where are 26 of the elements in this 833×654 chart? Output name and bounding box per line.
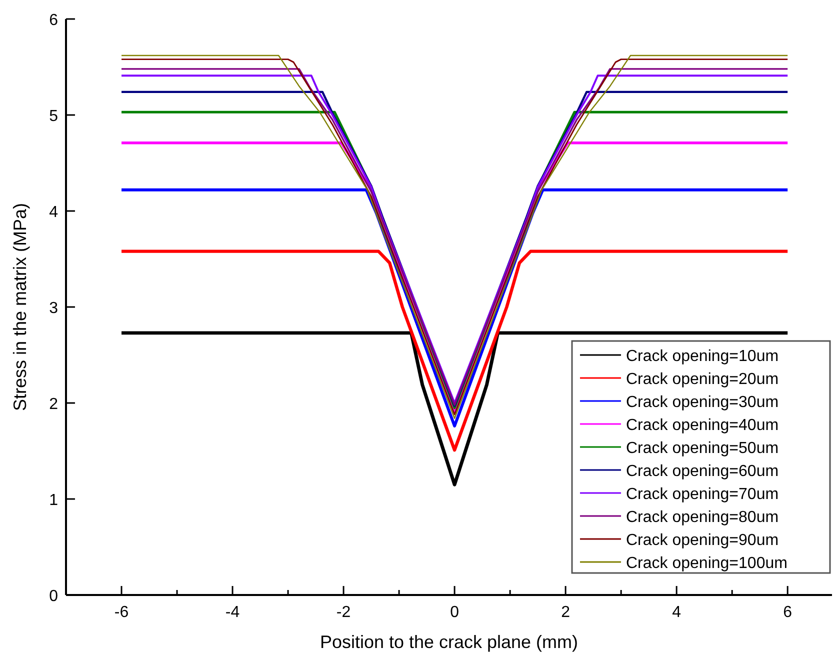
x-axis-title: Position to the crack plane (mm) [320,632,578,652]
legend-label: Crack opening=70um [626,486,779,503]
y-axis-title: Stress in the matrix (MPa) [10,202,30,412]
x-tick-label: -4 [225,604,240,621]
legend-label: Crack opening=40um [626,417,779,434]
y-tick-label: 6 [49,12,58,29]
y-tick-label: 1 [49,492,58,509]
y-tick-label: 4 [49,204,58,221]
x-tick-label: 4 [672,604,682,621]
legend-label: Crack opening=100um [626,555,788,572]
legend-label: Crack opening=30um [626,394,779,411]
legend-label: Crack opening=50um [626,440,779,457]
legend-label: Crack opening=20um [626,371,779,388]
legend-label: Crack opening=10um [626,348,779,365]
x-tick-label: -6 [114,604,129,621]
y-tick-label: 5 [49,108,58,125]
x-tick-label: 2 [561,604,570,621]
x-tick-label: -2 [336,604,351,621]
x-tick-label: 0 [450,604,460,621]
y-tick-label: 0 [49,588,58,605]
legend-label: Crack opening=80um [626,509,779,526]
legend-label: Crack opening=60um [626,463,779,480]
y-tick-label: 3 [49,300,58,317]
y-tick-label: 2 [49,396,58,413]
legend-label: Crack opening=90um [626,532,779,549]
x-tick-label: 6 [783,604,792,621]
